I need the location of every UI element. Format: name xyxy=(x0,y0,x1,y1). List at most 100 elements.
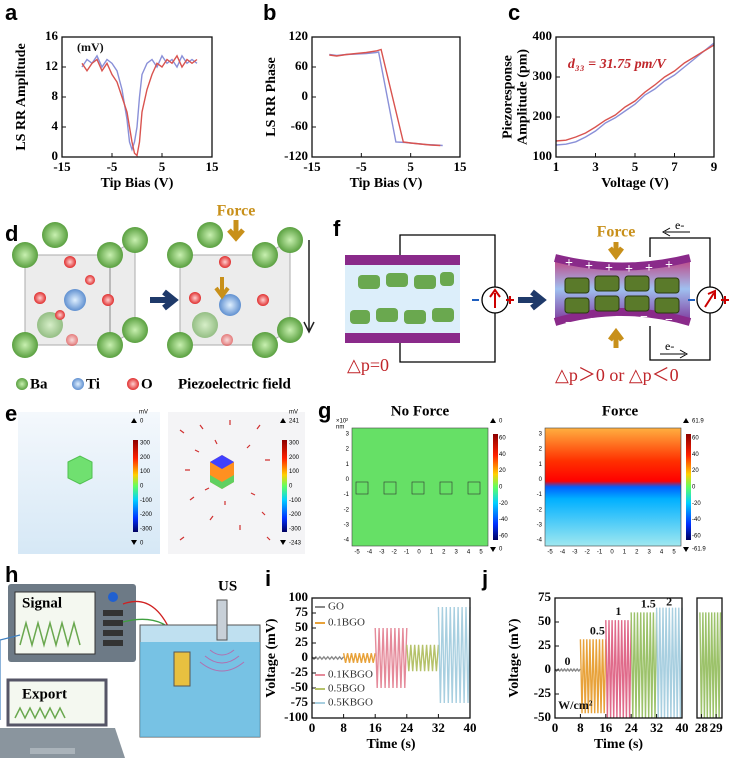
device-label: Signal xyxy=(22,595,62,611)
data-line xyxy=(81,54,198,157)
colorbar-label: 40 xyxy=(692,452,699,458)
y-tick-label: -100 xyxy=(284,709,308,724)
plot-frame xyxy=(61,36,213,158)
map-tick-label: 3 xyxy=(648,550,652,556)
panel-label: a xyxy=(5,0,18,25)
max-label: 61.9 xyxy=(692,419,704,425)
map-tick-label: -4 xyxy=(560,550,566,556)
x-tick-label: 0 xyxy=(309,720,316,735)
map-title: Force xyxy=(602,403,639,419)
legend-label: GO xyxy=(328,601,344,613)
data-line xyxy=(311,655,345,661)
data-line xyxy=(81,54,198,152)
svg-text:+: + xyxy=(645,261,653,276)
y-axis-label: LS RR Amplitude xyxy=(14,43,29,150)
map-tick-label: 0 xyxy=(610,550,614,556)
y-tick-label: 12 xyxy=(45,58,58,73)
y-tick-label: 50 xyxy=(295,619,308,634)
map-tick-label: 5 xyxy=(479,550,483,556)
data-line xyxy=(605,620,632,719)
y-tick-label: 0 xyxy=(52,148,59,163)
x-tick-label: -5 xyxy=(356,159,367,174)
data-line xyxy=(342,653,376,663)
map-tick-label: 1 xyxy=(539,462,543,468)
colorbar-label: 40 xyxy=(499,452,506,458)
x-tick-label: 7 xyxy=(671,159,678,174)
x-tick-label: 32 xyxy=(650,720,663,735)
min-label: -61.9 xyxy=(692,547,706,553)
y-tick-label: 25 xyxy=(295,634,309,649)
y-axis-label: Voltage (mV) xyxy=(507,618,522,698)
y-tick-label: 200 xyxy=(533,108,553,123)
svg-text:+: + xyxy=(625,262,633,277)
map-tick-label: -1 xyxy=(537,492,543,498)
plot-frame xyxy=(696,597,723,719)
data-line xyxy=(699,612,722,719)
plot-frame xyxy=(554,597,683,719)
data-line xyxy=(555,42,715,146)
map-tick-label: 3 xyxy=(346,432,350,438)
data-line xyxy=(437,606,471,704)
svg-text:+: + xyxy=(605,261,613,276)
y-tick-label: 75 xyxy=(538,589,552,604)
svg-text:+: + xyxy=(565,256,573,271)
x-tick-label: 8 xyxy=(340,720,347,735)
map-tick-label: 5 xyxy=(672,550,676,556)
map-tick-label: 0 xyxy=(417,550,421,556)
colorbar-label: 0 xyxy=(692,485,696,491)
legend-label: Ba xyxy=(30,376,48,392)
x-axis-label: Time (s) xyxy=(366,737,415,752)
y-tick-label: 50 xyxy=(538,613,551,628)
unit: mV xyxy=(289,410,298,416)
unit: mV xyxy=(139,410,148,416)
colorbar-label: 100 xyxy=(140,469,151,475)
colorbar-label: 60 xyxy=(692,436,699,442)
x-tick-label: 5 xyxy=(407,159,414,174)
panel-label: e xyxy=(5,401,17,426)
colorbar-label: 300 xyxy=(289,441,300,447)
annotation: 0 xyxy=(565,654,571,668)
colorbar-label: -60 xyxy=(692,534,701,540)
colorbar-label: 20 xyxy=(692,468,699,474)
map-tick-label: 2 xyxy=(539,447,543,453)
electron-label: e- xyxy=(675,218,684,232)
panel-label: g xyxy=(318,398,331,423)
y-tick-label: 400 xyxy=(533,28,553,43)
crystal-diagram xyxy=(12,220,315,390)
panel-label: j xyxy=(481,566,488,591)
y-tick-label: -25 xyxy=(534,685,552,700)
colorbar-label: -100 xyxy=(140,498,153,504)
device-label: Export xyxy=(22,686,67,702)
unit-label: nm xyxy=(336,425,344,431)
map-tick-label: -2 xyxy=(585,550,591,556)
map-tick-label: -2 xyxy=(392,550,398,556)
map-tick-label: -2 xyxy=(537,507,543,513)
panel-label: d xyxy=(5,221,18,246)
panel-label: f xyxy=(333,216,341,241)
y-tick-label: -60 xyxy=(291,118,308,133)
map-tick-label: 3 xyxy=(539,432,543,438)
annotation: 1 xyxy=(615,604,621,618)
data-line xyxy=(555,44,715,142)
svg-text:+: + xyxy=(665,258,673,273)
colorbar-label: -20 xyxy=(692,501,701,507)
colorbar-label: 200 xyxy=(140,455,151,461)
y-tick-label: 300 xyxy=(533,68,553,83)
y-axis-label: Piezoresponse xyxy=(501,55,516,139)
x-tick-label: 0 xyxy=(552,720,559,735)
data-line xyxy=(579,639,607,714)
map-tick-label: -5 xyxy=(354,550,360,556)
max-label: 241 xyxy=(289,419,300,425)
x-tick-label: 16 xyxy=(369,720,383,735)
colorbar-label: -60 xyxy=(499,534,508,540)
x-axis-label: Time (s) xyxy=(594,737,643,752)
colorbar-label: -20 xyxy=(499,501,508,507)
y-axis-label: LS RR Phase xyxy=(264,57,279,136)
x-axis-label: Tip Bias (V) xyxy=(101,176,174,191)
map-tick-label: -1 xyxy=(597,550,603,556)
legend-label: Ti xyxy=(86,376,100,392)
colorbar-label: -300 xyxy=(289,527,302,533)
map-tick-label: -4 xyxy=(537,538,543,544)
x-tick-label: 8 xyxy=(577,720,584,735)
